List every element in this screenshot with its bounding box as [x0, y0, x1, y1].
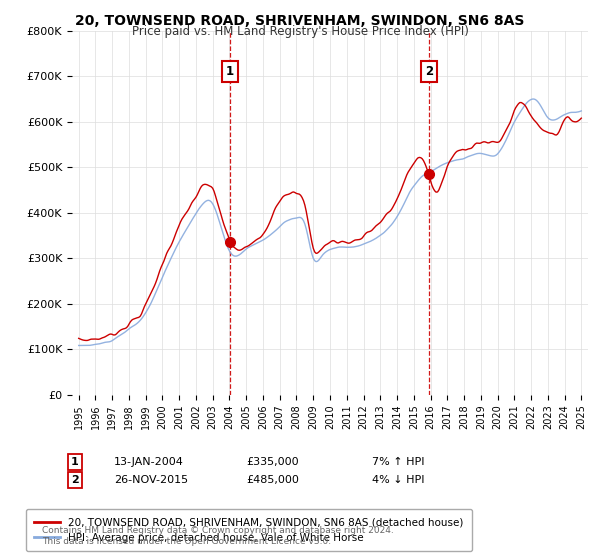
Text: 2: 2: [71, 475, 79, 485]
Text: 13-JAN-2004: 13-JAN-2004: [114, 457, 184, 467]
Text: £335,000: £335,000: [246, 457, 299, 467]
Text: 1: 1: [226, 66, 234, 78]
Text: 4% ↓ HPI: 4% ↓ HPI: [372, 475, 425, 485]
Text: 20, TOWNSEND ROAD, SHRIVENHAM, SWINDON, SN6 8AS: 20, TOWNSEND ROAD, SHRIVENHAM, SWINDON, …: [76, 14, 524, 28]
Legend: 20, TOWNSEND ROAD, SHRIVENHAM, SWINDON, SN6 8AS (detached house), HPI: Average p: 20, TOWNSEND ROAD, SHRIVENHAM, SWINDON, …: [26, 509, 472, 551]
Text: 1: 1: [71, 457, 79, 467]
Text: 26-NOV-2015: 26-NOV-2015: [114, 475, 188, 485]
Text: 2: 2: [425, 66, 433, 78]
Text: 7% ↑ HPI: 7% ↑ HPI: [372, 457, 425, 467]
Text: Contains HM Land Registry data © Crown copyright and database right 2024.
This d: Contains HM Land Registry data © Crown c…: [42, 526, 394, 546]
Text: £485,000: £485,000: [246, 475, 299, 485]
Text: Price paid vs. HM Land Registry's House Price Index (HPI): Price paid vs. HM Land Registry's House …: [131, 25, 469, 38]
